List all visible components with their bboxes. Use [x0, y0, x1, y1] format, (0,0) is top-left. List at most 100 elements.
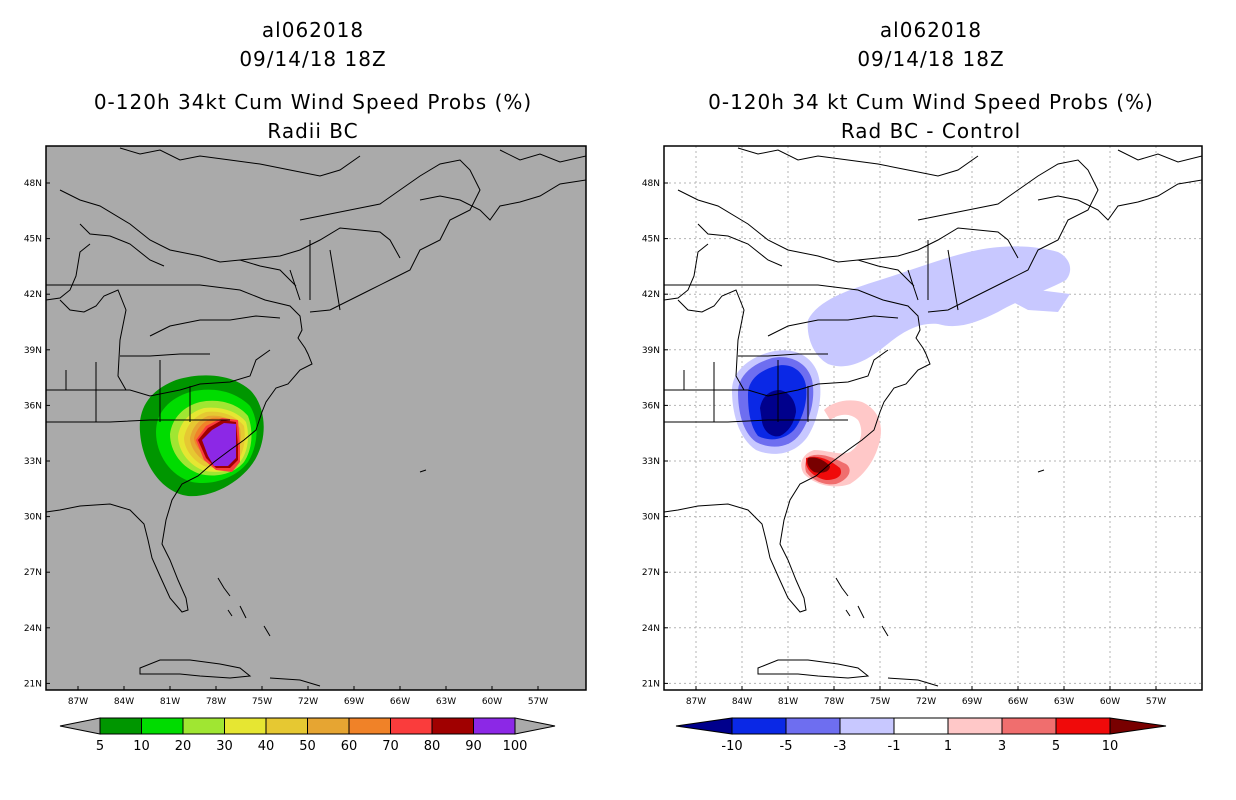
left-lat-label: 30N	[24, 513, 42, 523]
left-map: 48N 45N 42N 39N 36N 33N 30N 27N 24N 21N 87W 84W 81W…	[24, 145, 587, 707]
left-storm-id: al062018	[261, 18, 365, 42]
left-colorbar-cell	[265, 717, 308, 735]
left-lon-label: 63W	[436, 697, 456, 707]
right-lat-label: 36N	[642, 401, 660, 411]
right-colorbar-cell	[1055, 717, 1111, 735]
right-lat-label: 42N	[642, 290, 660, 300]
left-colorbar-cell	[431, 717, 474, 735]
right-lon-label: 81W	[778, 697, 798, 707]
left-colorbar-label: 20	[175, 739, 192, 754]
right-colorbar-cell	[839, 717, 895, 735]
left-colorbar: 5 10 20 30 40 50 60 70 80 90 100	[59, 717, 556, 754]
left-probability-swath	[139, 375, 264, 497]
right-colorbar-high-end	[1109, 717, 1167, 735]
right-lon-label: 72W	[916, 697, 936, 707]
left-lat-label: 42N	[24, 290, 42, 300]
right-colorbar-label: -1	[888, 739, 901, 754]
left-colorbar-label: 50	[299, 739, 316, 754]
right-lon-label: 75W	[870, 697, 890, 707]
right-lon-label: 78W	[824, 697, 844, 707]
left-lat-label: 48N	[24, 179, 42, 189]
left-colorbar-cell	[141, 717, 184, 735]
right-lat-label: 30N	[642, 513, 660, 523]
right-lat-label: 21N	[642, 679, 660, 689]
right-datetime: 09/14/18 18Z	[857, 47, 1005, 71]
left-colorbar-label: 100	[503, 739, 528, 754]
left-lon-label: 87W	[68, 697, 88, 707]
left-colorbar-low-end	[59, 717, 101, 735]
left-colorbar-label: 70	[382, 739, 399, 754]
right-colorbar-cell	[731, 717, 787, 735]
left-map-background	[46, 146, 586, 690]
left-lat-label: 33N	[24, 457, 42, 467]
left-lon-label: 72W	[298, 697, 318, 707]
left-lat-label: 36N	[24, 401, 42, 411]
right-product-title: 0-120h 34 kt Cum Wind Speed Probs (%)	[708, 90, 1154, 114]
left-colorbar-cell	[348, 717, 391, 735]
left-lat-label: 21N	[24, 679, 42, 689]
right-colorbar-cell	[947, 717, 1003, 735]
right-lat-label: 24N	[642, 624, 660, 634]
right-lat-label: 33N	[642, 457, 660, 467]
right-colorbar: -10 -5 -3 -1 1 3 5 10	[675, 717, 1167, 754]
left-lon-label: 84W	[114, 697, 134, 707]
left-lat-label: 45N	[24, 235, 42, 245]
left-coastlines	[46, 147, 586, 687]
right-lon-label: 84W	[732, 697, 752, 707]
right-lat-label: 48N	[642, 179, 660, 189]
left-colorbar-label: 30	[216, 739, 233, 754]
left-datetime: 09/14/18 18Z	[239, 47, 387, 71]
right-colorbar-cell	[785, 717, 841, 735]
left-lon-label: 78W	[206, 697, 226, 707]
left-colorbar-cell	[307, 717, 350, 735]
right-title-block: al062018 09/14/18 18Z 0-120h 34 kt Cum W…	[658, 16, 1204, 146]
left-colorbar-label: 60	[341, 739, 358, 754]
left-colorbar-label: 40	[258, 739, 275, 754]
right-colorbar-label: 10	[1102, 739, 1119, 754]
left-title-block: al062018 09/14/18 18Z 0-120h 34kt Cum Wi…	[40, 16, 586, 146]
right-colorbar-label: 1	[944, 739, 952, 754]
left-lat-label: 24N	[24, 624, 42, 634]
right-lat-label: 45N	[642, 235, 660, 245]
right-storm-id: al062018	[879, 18, 983, 42]
right-colorbar-label: -3	[834, 739, 847, 754]
right-lon-label: 66W	[1008, 697, 1028, 707]
right-difference-field	[732, 246, 1071, 487]
right-colorbar-label: -5	[780, 739, 793, 754]
right-colorbar-low-end	[675, 717, 733, 735]
left-lon-label: 60W	[482, 697, 502, 707]
right-lon-label: 57W	[1146, 697, 1166, 707]
right-lon-label: 63W	[1054, 697, 1074, 707]
left-colorbar-cell	[182, 717, 225, 735]
left-colorbar-cell	[99, 717, 142, 735]
left-lon-label: 57W	[528, 697, 548, 707]
left-lon-label: 66W	[390, 697, 410, 707]
left-lat-label: 39N	[24, 346, 42, 356]
left-colorbar-label: 90	[465, 739, 482, 754]
right-lat-label: 39N	[642, 346, 660, 356]
left-lon-label: 75W	[252, 697, 272, 707]
left-colorbar-high-end	[514, 717, 556, 735]
right-map: 48N 45N 42N 39N 36N 33N 30N 27N 24N 21N 87W 84W 81W…	[642, 145, 1203, 707]
left-colorbar-label: 80	[424, 739, 441, 754]
left-subtitle: Radii BC	[267, 119, 359, 143]
right-subtitle: Rad BC - Control	[840, 119, 1022, 143]
left-colorbar-cell	[224, 717, 267, 735]
right-colorbar-label: 5	[1052, 739, 1060, 754]
right-lat-label: 27N	[642, 568, 660, 578]
right-colorbar-label: -10	[721, 739, 742, 754]
right-colorbar-cell	[893, 717, 949, 735]
left-lat-label: 27N	[24, 568, 42, 578]
right-lon-label: 87W	[686, 697, 706, 707]
right-lon-label: 60W	[1100, 697, 1120, 707]
left-product-title: 0-120h 34kt Cum Wind Speed Probs (%)	[93, 90, 533, 114]
right-colorbar-cell	[1001, 717, 1057, 735]
left-lon-label: 69W	[344, 697, 364, 707]
right-colorbar-label: 3	[998, 739, 1006, 754]
left-lon-label: 81W	[160, 697, 180, 707]
left-colorbar-label: 10	[133, 739, 150, 754]
left-colorbar-cell	[473, 717, 516, 735]
right-coastlines	[664, 147, 1202, 687]
left-colorbar-label: 5	[96, 739, 104, 754]
left-colorbar-cell	[390, 717, 433, 735]
